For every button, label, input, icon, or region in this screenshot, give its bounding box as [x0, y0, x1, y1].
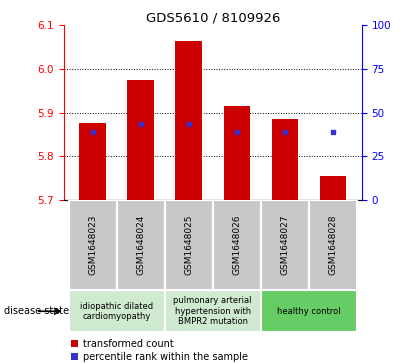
Bar: [309, 200, 357, 290]
Text: pulmonary arterial
hypertension with
BMPR2 mutation: pulmonary arterial hypertension with BMP…: [173, 296, 252, 326]
Text: healthy control: healthy control: [277, 307, 341, 316]
Bar: [261, 290, 357, 332]
Bar: [272, 119, 298, 200]
Bar: [117, 200, 165, 290]
Text: idiopathic dilated
cardiomyopathy: idiopathic dilated cardiomyopathy: [80, 302, 153, 321]
Bar: [224, 106, 250, 200]
Bar: [213, 200, 261, 290]
Text: GSM1648028: GSM1648028: [328, 215, 337, 275]
Text: GSM1648023: GSM1648023: [88, 215, 97, 275]
Bar: [165, 290, 261, 332]
Text: GSM1648026: GSM1648026: [232, 215, 241, 275]
Bar: [127, 80, 154, 200]
Text: disease state: disease state: [4, 306, 69, 316]
Text: GSM1648025: GSM1648025: [184, 215, 193, 275]
Text: GSM1648027: GSM1648027: [280, 215, 289, 275]
Title: GDS5610 / 8109926: GDS5610 / 8109926: [145, 11, 280, 24]
Text: GSM1648024: GSM1648024: [136, 215, 145, 275]
Bar: [79, 123, 106, 200]
Bar: [165, 200, 213, 290]
Bar: [320, 176, 346, 200]
Legend: transformed count, percentile rank within the sample: transformed count, percentile rank withi…: [69, 337, 250, 363]
Bar: [261, 200, 309, 290]
Bar: [69, 290, 165, 332]
Bar: [69, 200, 117, 290]
Bar: [175, 41, 202, 200]
